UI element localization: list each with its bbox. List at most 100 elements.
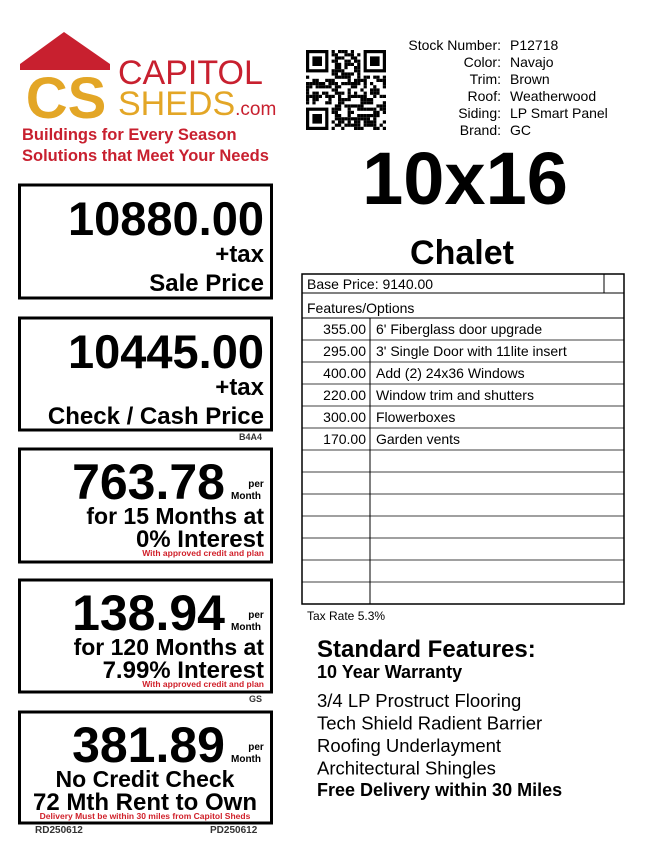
payment-term: 72 Mth Rent to Own bbox=[33, 789, 257, 816]
qr-module bbox=[334, 56, 338, 60]
qr-module bbox=[312, 94, 316, 98]
qr-module bbox=[363, 98, 367, 102]
per-label: per bbox=[248, 610, 264, 621]
tax-rate: Tax Rate 5.3% bbox=[307, 609, 385, 623]
spec-label: Brand: bbox=[460, 122, 501, 138]
qr-module bbox=[315, 85, 319, 89]
qr-module bbox=[366, 114, 370, 118]
qr-module bbox=[306, 85, 310, 89]
qr-module bbox=[366, 98, 370, 102]
qr-module bbox=[341, 75, 345, 79]
option-name: Flowerboxes bbox=[376, 409, 455, 425]
qr-module bbox=[331, 78, 335, 82]
qr-module bbox=[373, 91, 377, 95]
qr-module bbox=[338, 69, 342, 73]
qr-module bbox=[347, 82, 351, 86]
qr-module bbox=[341, 117, 345, 121]
qr-module bbox=[331, 69, 335, 73]
qr-module bbox=[357, 62, 361, 66]
qr-module bbox=[312, 91, 316, 95]
qr-module bbox=[328, 98, 332, 102]
feature-warranty: 10 Year Warranty bbox=[317, 662, 462, 682]
qr-module bbox=[334, 114, 338, 118]
qr-module bbox=[334, 117, 338, 121]
qr-module bbox=[350, 50, 354, 54]
qr-module bbox=[341, 72, 345, 76]
qr-module bbox=[331, 59, 335, 63]
code: GS bbox=[249, 694, 262, 704]
qr-module bbox=[322, 82, 326, 86]
table-header: Features/Options bbox=[307, 300, 414, 316]
qr-module bbox=[357, 104, 361, 108]
month-label: Month bbox=[231, 491, 261, 502]
qr-module bbox=[382, 75, 386, 79]
qr-module bbox=[344, 75, 348, 79]
qr-module bbox=[331, 120, 335, 124]
qr-module bbox=[331, 126, 335, 130]
qr-module bbox=[360, 98, 364, 102]
option-price: 170.00 bbox=[323, 431, 366, 447]
qr-module bbox=[382, 85, 386, 89]
qr-module bbox=[370, 88, 374, 92]
qr-module bbox=[354, 69, 358, 73]
qr-module bbox=[338, 101, 342, 105]
code: PD250612 bbox=[210, 825, 258, 836]
qr-module bbox=[376, 114, 380, 118]
spec-value: Brown bbox=[510, 71, 550, 87]
qr-module bbox=[312, 78, 316, 82]
qr-module bbox=[315, 78, 319, 82]
qr-module bbox=[382, 94, 386, 98]
month-label: Month bbox=[231, 622, 261, 633]
qr-module bbox=[334, 72, 338, 76]
qr-module bbox=[312, 101, 316, 105]
qr-module bbox=[376, 78, 380, 82]
qr-module bbox=[376, 91, 380, 95]
option-price: 400.00 bbox=[323, 365, 366, 381]
qr-module bbox=[382, 78, 386, 82]
qr-module bbox=[379, 78, 383, 82]
qr-module bbox=[366, 101, 370, 105]
payment-amount: 763.78 bbox=[72, 454, 225, 510]
qr-module bbox=[334, 88, 338, 92]
qr-module bbox=[347, 120, 351, 124]
spec-value: Weatherwood bbox=[510, 88, 596, 104]
qr-module bbox=[347, 59, 351, 63]
qr-module bbox=[318, 85, 322, 89]
qr-module bbox=[357, 126, 361, 130]
qr-module bbox=[357, 53, 361, 57]
qr-module bbox=[344, 62, 348, 66]
qr-module bbox=[357, 78, 361, 82]
payment-amount: 381.89 bbox=[72, 717, 225, 773]
qr-module bbox=[357, 69, 361, 73]
qr-module bbox=[366, 123, 370, 127]
qr-module bbox=[360, 94, 364, 98]
qr-module bbox=[357, 107, 361, 111]
qr-module bbox=[341, 101, 345, 105]
qr-module bbox=[363, 75, 367, 79]
qr-module bbox=[309, 85, 313, 89]
qr-module bbox=[334, 62, 338, 66]
qr-module bbox=[331, 50, 335, 54]
qr-module bbox=[328, 94, 332, 98]
qr-module bbox=[315, 98, 319, 102]
payment-amount: 138.94 bbox=[72, 585, 225, 641]
qr-module bbox=[363, 120, 367, 124]
month-label: Month bbox=[231, 754, 261, 765]
option-name: 6' Fiberglass door upgrade bbox=[376, 321, 542, 337]
qr-module bbox=[334, 107, 338, 111]
qr-module bbox=[318, 82, 322, 86]
qr-module bbox=[341, 120, 345, 124]
qr-module bbox=[334, 75, 338, 79]
qr-module bbox=[325, 78, 329, 82]
tax-label: +tax bbox=[215, 241, 264, 268]
qr-module bbox=[370, 123, 374, 127]
qr-module bbox=[357, 94, 361, 98]
qr-module bbox=[370, 98, 374, 102]
qr-module bbox=[363, 91, 367, 95]
qr-module bbox=[363, 107, 367, 111]
qr-module bbox=[357, 59, 361, 63]
option-price: 220.00 bbox=[323, 387, 366, 403]
code: B4A4 bbox=[239, 432, 262, 442]
qr-module bbox=[360, 117, 364, 121]
qr-module bbox=[350, 56, 354, 60]
